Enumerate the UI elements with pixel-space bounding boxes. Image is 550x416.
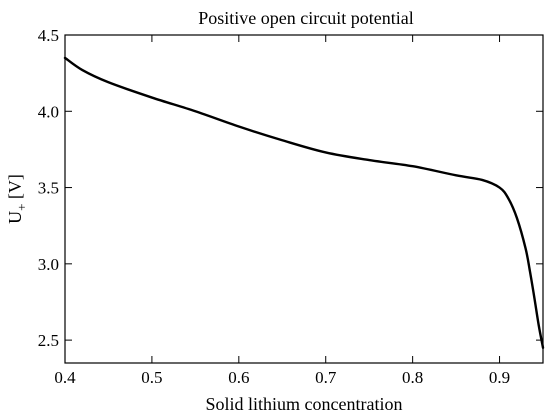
x-tick-label: 0.8	[402, 368, 423, 387]
series-line	[63, 56, 545, 349]
x-axis-label: Solid lithium concentration	[206, 394, 403, 414]
x-tick-label: 0.5	[141, 368, 162, 387]
x-tick-label: 0.7	[315, 368, 337, 387]
x-tick-label: 0.4	[54, 368, 76, 387]
y-tick-label: 3.5	[38, 179, 59, 198]
chart-title: Positive open circuit potential	[198, 8, 413, 28]
y-tick-label: 2.5	[38, 331, 59, 350]
y-tick-label: 4.0	[38, 102, 59, 121]
y-axis-label-unit: [V]	[5, 174, 25, 204]
series-layer	[63, 56, 545, 349]
y-axis-label-main: U	[5, 211, 25, 224]
y-tick-label: 3.0	[38, 255, 59, 274]
y-tick-label: 4.5	[38, 26, 59, 45]
x-tick-label: 0.6	[228, 368, 249, 387]
y-axis-label: U+ [V]	[5, 174, 29, 224]
y-axis-label-subscript: +	[14, 204, 29, 211]
plot-frame	[64, 34, 544, 364]
axis-tick-labels: 0.4 0.5 0.6 0.7 0.8 0.9 2.5 3.0 3.5 4.0 4.5	[38, 26, 510, 387]
x-tick-label: 0.9	[489, 368, 510, 387]
axis-ticks	[64, 34, 543, 363]
